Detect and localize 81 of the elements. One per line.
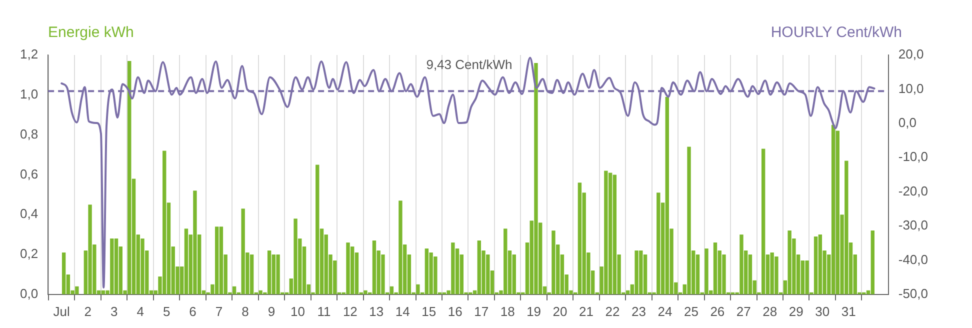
x-tick-label: Jul — [53, 304, 70, 319]
bar — [272, 254, 276, 294]
y-tick-label: 1,0 — [20, 86, 38, 102]
bar — [814, 236, 818, 294]
y2-tick-label: 0,0 — [898, 114, 916, 130]
x-tick-label: 5 — [162, 304, 170, 319]
y2-tick-label: -10,0 — [898, 149, 928, 164]
y-tick-label: 0,0 — [20, 286, 38, 301]
y-tick-label: 0,4 — [20, 206, 38, 222]
bar — [870, 230, 874, 294]
bar — [578, 182, 582, 294]
bar — [184, 228, 188, 294]
y2-tick-label: -40,0 — [898, 252, 928, 267]
x-tick-label: 16 — [448, 304, 462, 319]
y2-tick-label: -20,0 — [898, 183, 928, 198]
bar — [62, 252, 66, 294]
x-tick-label: 3 — [110, 304, 118, 319]
bar — [140, 238, 144, 294]
x-tick-label: 22 — [605, 304, 620, 319]
bar — [424, 248, 429, 294]
x-tick-label: 27 — [736, 304, 751, 319]
y2-tick-label: 10,0 — [898, 80, 924, 96]
x-tick-label: 26 — [710, 304, 725, 319]
x-tick-label: 11 — [317, 304, 331, 319]
x-tick-label: 12 — [342, 304, 358, 319]
x-tick-label: 8 — [242, 304, 249, 319]
bar — [687, 146, 691, 294]
bar — [372, 240, 376, 294]
x-tick-label: 19 — [526, 304, 542, 319]
bar — [346, 242, 350, 294]
ref-line-label: 9,43 Cent/kWh — [426, 57, 512, 72]
x-tick-label: 18 — [500, 304, 515, 319]
bar — [193, 190, 197, 294]
bar — [722, 254, 726, 294]
x-tick-label: 13 — [369, 304, 384, 319]
x-tick-label: 7 — [215, 304, 223, 319]
y-tick-label: 0,8 — [20, 126, 38, 142]
bar — [219, 226, 224, 294]
y2-tick-label: -50,0 — [898, 286, 928, 301]
x-tick-label: 6 — [189, 304, 196, 319]
bar — [364, 290, 368, 294]
x-tick-label: 21 — [579, 304, 594, 319]
bar — [696, 254, 700, 294]
bar — [612, 174, 617, 294]
x-tick-label: 9 — [268, 304, 276, 319]
y2-tick-label: 20,0 — [898, 46, 924, 62]
x-tick-label: 28 — [762, 304, 778, 319]
y-tick-label: 1,2 — [20, 46, 38, 62]
bar — [534, 62, 538, 294]
x-tick-label: 24 — [658, 304, 672, 319]
x-tick-label: 29 — [788, 304, 804, 319]
bar — [267, 250, 272, 294]
x-tick-label: 23 — [631, 304, 646, 319]
x-tick-label: 30 — [815, 304, 830, 319]
x-tick-label: 25 — [684, 304, 698, 319]
bar — [748, 254, 752, 294]
bar — [818, 234, 822, 294]
bar — [250, 254, 254, 294]
bar — [713, 242, 718, 294]
bar — [114, 238, 118, 294]
y-tick-label: 0,6 — [20, 166, 38, 182]
x-tick-label: 10 — [290, 304, 305, 319]
y2-axis-title: HOURLY Cent/kWh — [770, 24, 902, 41]
bar — [704, 248, 708, 294]
x-tick-label: 14 — [395, 304, 410, 319]
bar — [294, 218, 298, 294]
x-tick-label: 17 — [474, 304, 489, 319]
y-axis-title: Energie kWh — [48, 24, 134, 41]
x-tick-label: 4 — [136, 304, 144, 319]
x-tick-label: 20 — [552, 304, 568, 319]
bar — [214, 226, 219, 294]
bar — [477, 240, 482, 294]
x-tick-label: 15 — [422, 304, 436, 319]
x-tick-label: 2 — [84, 304, 92, 319]
bar — [761, 148, 766, 294]
y-tick-label: 0,2 — [20, 246, 38, 262]
bar — [643, 254, 648, 294]
x-tick-label: 31 — [841, 304, 856, 319]
y2-tick-label: -30,0 — [898, 218, 928, 233]
bar — [608, 172, 612, 294]
bar — [831, 124, 836, 294]
